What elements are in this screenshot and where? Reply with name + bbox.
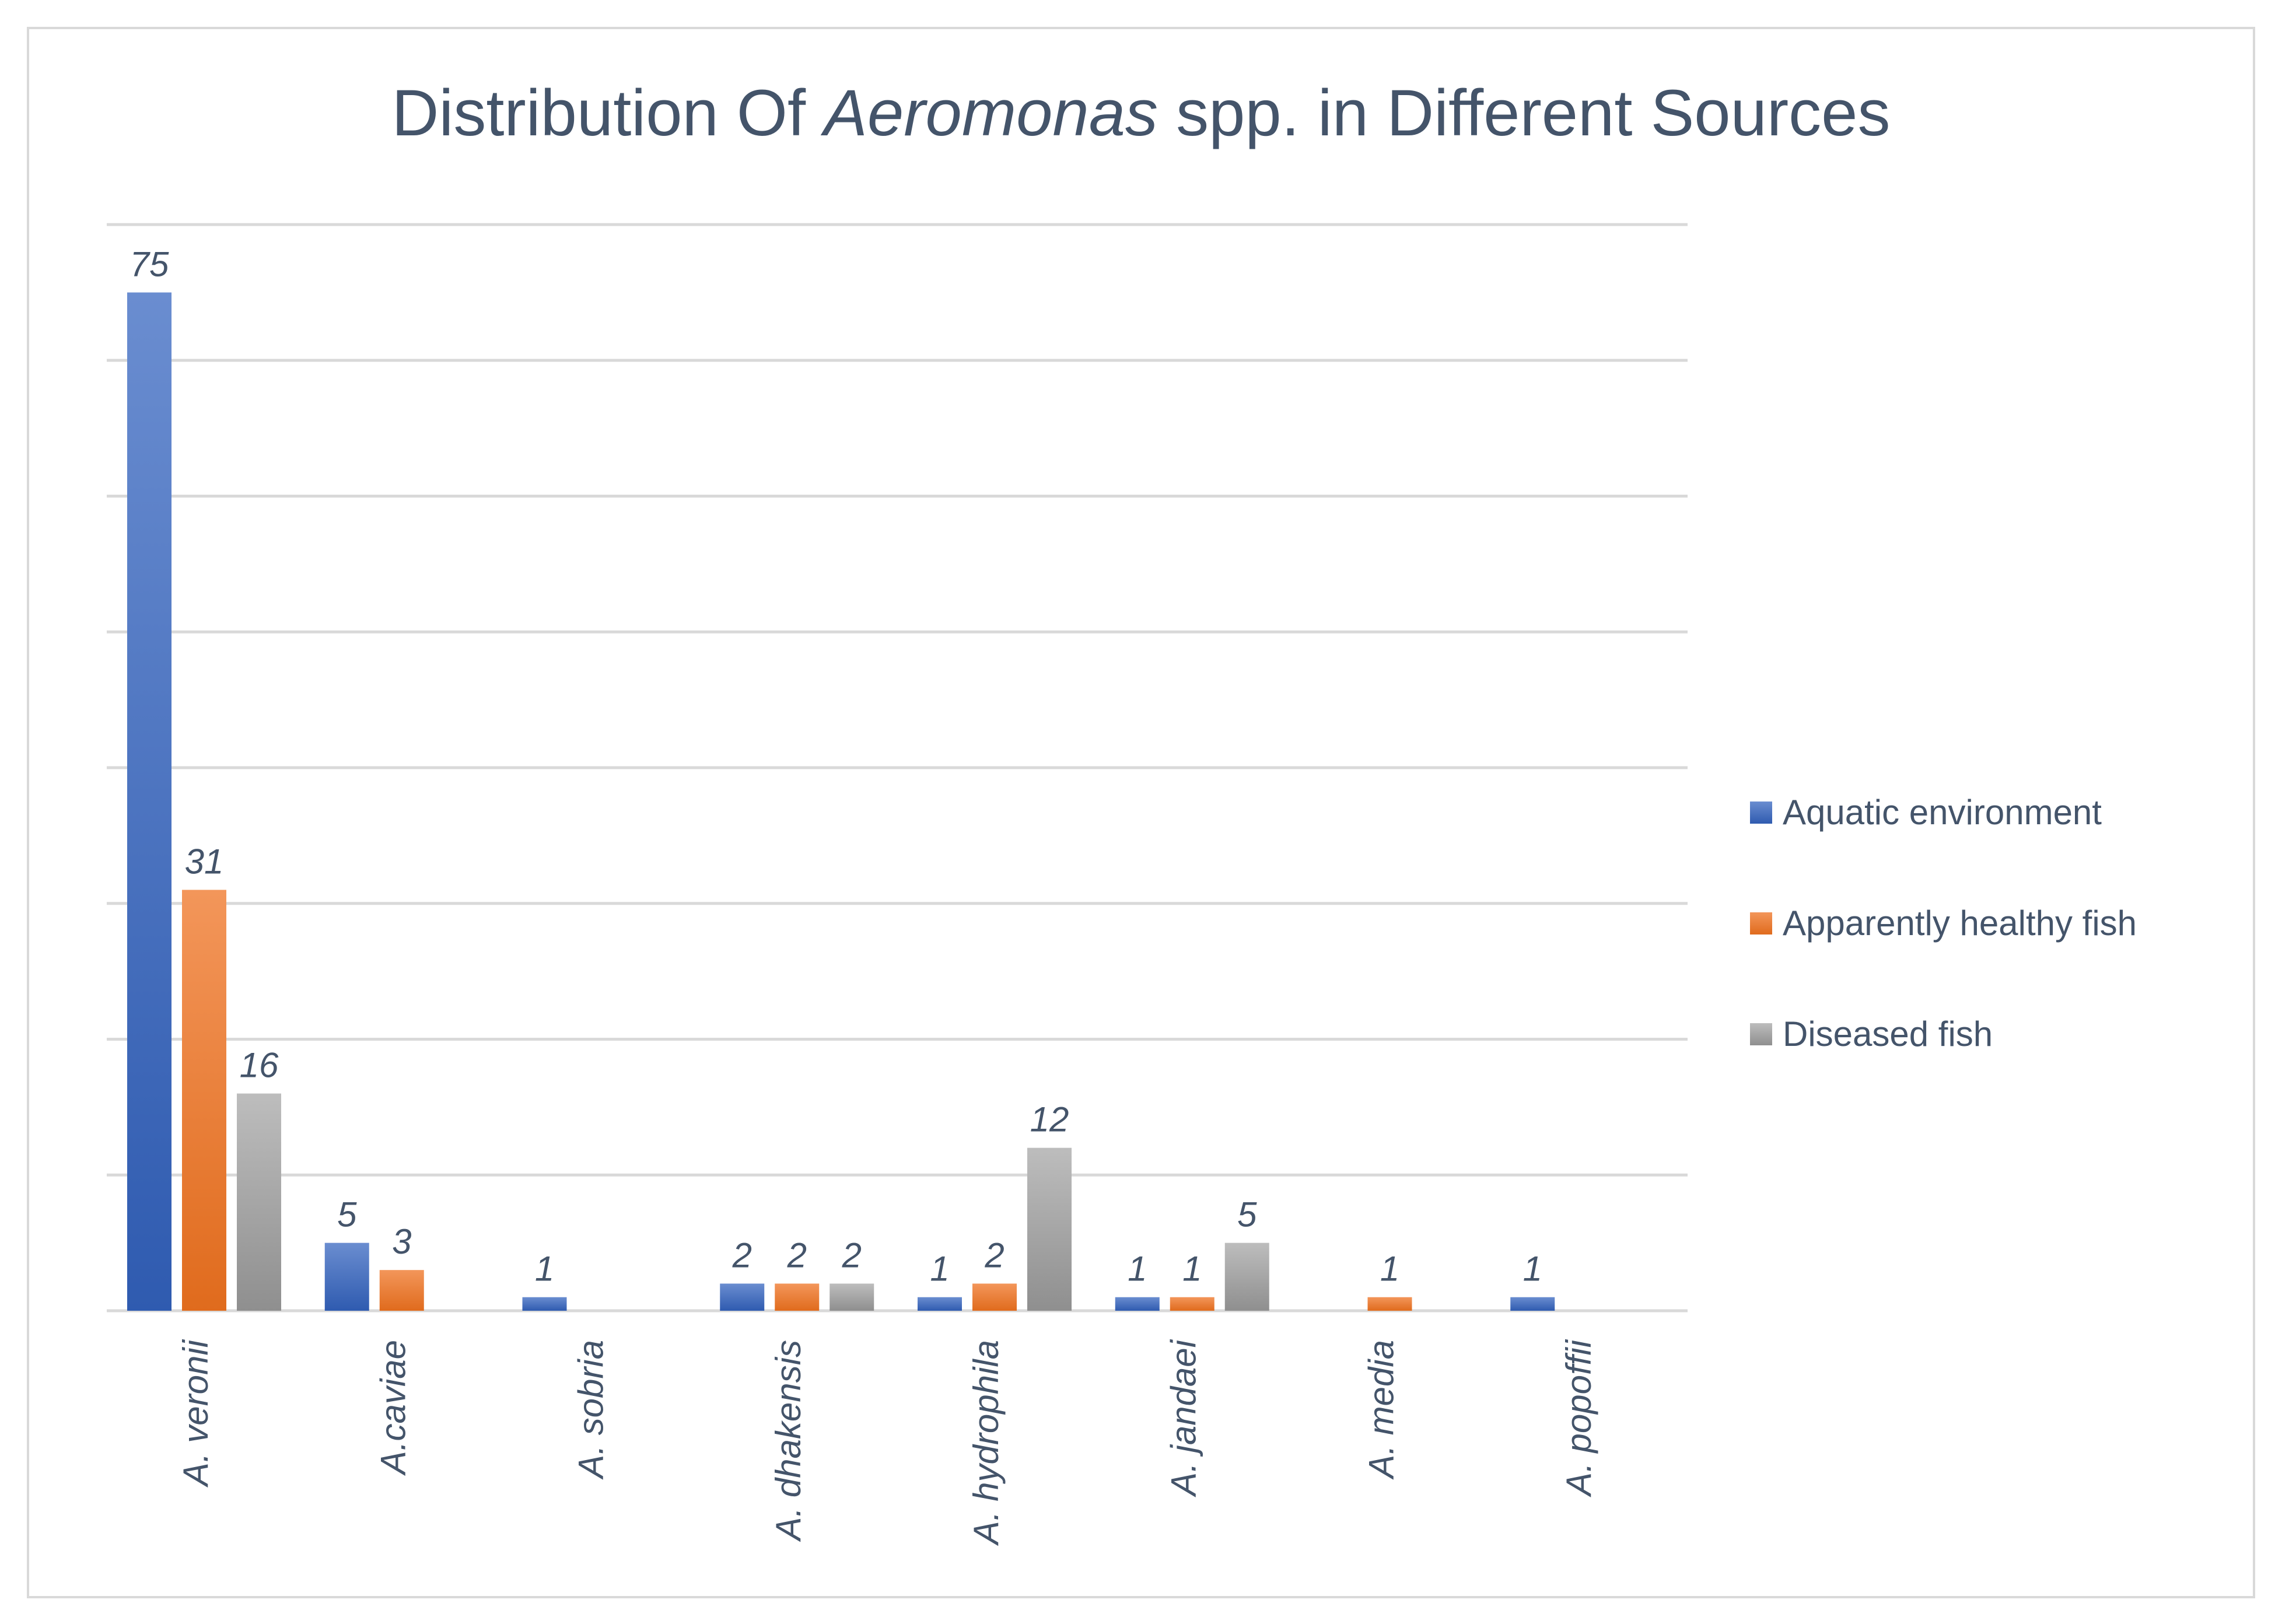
x-axis-category-labels: A. veronii A.caviae A. sobria A. dhakensis A… [176,1339,1598,1546]
bar [237,1093,281,1311]
chart-title-part-2: spp. in Different Sources [1158,76,1890,149]
data-label: 1 [1523,1250,1542,1289]
bar [972,1283,1017,1311]
chart-title: Distribution Of Aeromonas spp. in Differ… [392,76,1891,149]
data-label: 16 [240,1046,279,1085]
category-label: A. dhakensis [769,1340,808,1542]
gridlines [107,223,1688,1312]
bar [1367,1297,1412,1311]
data-label: 75 [130,244,169,284]
data-label: 2 [787,1236,807,1275]
legend-label: Diseased fish [1783,1014,1993,1054]
data-label: 1 [1380,1250,1399,1289]
bar [1115,1297,1160,1311]
data-label: 5 [337,1195,357,1234]
bar [379,1270,424,1311]
bar [522,1297,567,1311]
bar [1224,1242,1269,1311]
bar [182,890,226,1311]
category-label: A.caviae [374,1340,413,1476]
chart-title-italic: Aeromonas [820,76,1158,149]
data-label: 5 [1237,1195,1257,1234]
category-label: A. sobria [571,1340,610,1480]
legend-label: Aquatic environment [1783,793,2102,832]
legend-swatch [1750,802,1772,824]
data-label: 2 [984,1236,1004,1275]
bar [918,1297,962,1311]
bar [324,1242,369,1311]
bar [1510,1297,1555,1311]
bar [720,1283,765,1311]
data-label: 3 [392,1222,411,1261]
category-label: A. veronii [176,1339,215,1488]
data-label: 1 [930,1250,949,1289]
category-label: A. media [1362,1340,1401,1480]
legend-label: Apparently healthy fish [1783,904,2137,943]
data-label: 2 [842,1236,862,1275]
bar [775,1283,820,1311]
data-label: 2 [732,1236,752,1275]
legend-swatch [1750,1023,1772,1045]
data-label: 31 [185,842,224,881]
chart-border [27,27,2255,1598]
category-label: A. jandaei [1164,1339,1203,1497]
legend-swatch [1750,912,1772,935]
bar [1027,1147,1072,1311]
legend: Aquatic environment Apparently healthy fi… [1750,793,2137,1054]
category-label: A. popoffii [1559,1339,1598,1497]
chart-title-part-1: Distribution Of [392,76,824,149]
bar [1170,1297,1214,1311]
category-label: A. hydrophila [967,1340,1006,1546]
data-label: 12 [1030,1100,1069,1139]
bar [127,292,172,1311]
bars [127,292,1555,1311]
bar [830,1283,874,1311]
data-label: 1 [1182,1250,1202,1289]
data-label: 1 [1128,1250,1147,1289]
data-label: 1 [535,1250,554,1289]
